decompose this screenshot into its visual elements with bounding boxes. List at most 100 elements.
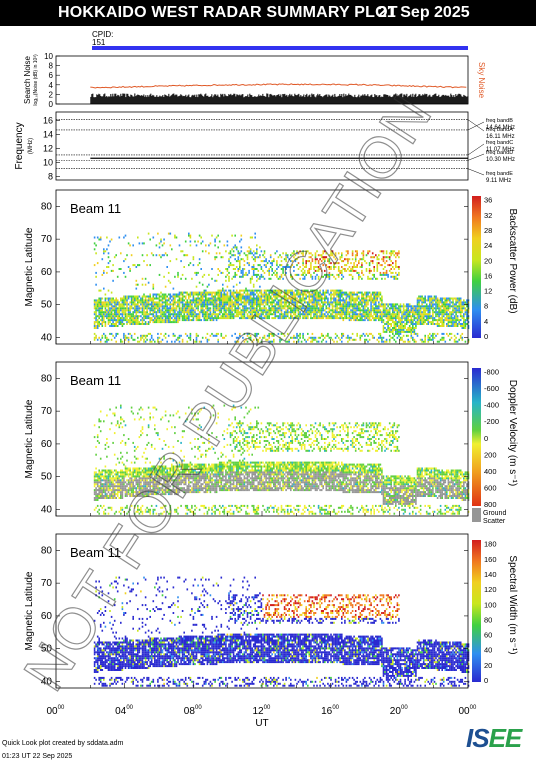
- scatter-cell: [311, 260, 314, 263]
- scatter-cell: [333, 295, 335, 298]
- scatter-cell: [201, 299, 204, 302]
- scatter-cell: [95, 483, 97, 486]
- scatter-cell: [282, 252, 284, 255]
- scatter-cell: [96, 299, 99, 302]
- scatter-cell: [398, 305, 400, 308]
- scatter-cell: [169, 281, 172, 284]
- scatter-cell: [243, 301, 246, 304]
- noise-bar: [467, 96, 469, 104]
- scatter-cell: [356, 309, 358, 312]
- scatter-cell: [368, 332, 371, 335]
- scatter-cell: [452, 319, 454, 322]
- noise-bar: [110, 93, 112, 104]
- scatter-cell: [129, 268, 131, 270]
- scatter-cell: [382, 250, 385, 253]
- noise-bar: [354, 94, 356, 104]
- scatter-cell: [439, 321, 442, 324]
- scatter-cell: [376, 277, 379, 280]
- scatter-cell: [358, 275, 360, 278]
- scatter-cell: [316, 293, 318, 296]
- scatter-cell: [341, 293, 343, 296]
- scatter-cell: [303, 307, 306, 310]
- scatter-cell: [444, 303, 447, 306]
- scatter-cell: [441, 338, 443, 341]
- scatter-cell: [107, 309, 110, 312]
- scatter-cell: [328, 293, 331, 296]
- scatter-cell: [245, 311, 247, 314]
- scatter-cell: [347, 303, 349, 306]
- scatter-cell: [324, 273, 326, 276]
- scatter-cell: [376, 317, 379, 320]
- scatter-cell: [138, 305, 141, 308]
- scatter-cell: [337, 299, 340, 302]
- scatter-cell: [452, 309, 454, 312]
- scatter-cell: [277, 256, 280, 259]
- scatter-cell: [421, 295, 423, 298]
- scatter-cell: [133, 311, 136, 314]
- scatter-cell: [200, 236, 202, 239]
- scatter-cell: [370, 269, 372, 272]
- scatter-cell: [166, 340, 168, 343]
- scatter-cell: [324, 260, 326, 263]
- scatter-cell: [235, 309, 238, 312]
- scatter-cell: [112, 315, 114, 318]
- scatter-cell: [290, 275, 292, 278]
- scatter-cell: [276, 289, 278, 292]
- scatter-cell: [425, 315, 428, 318]
- scatter-cell: [438, 323, 440, 325]
- scatter-cell: [331, 297, 334, 300]
- scatter-cell: [353, 307, 355, 310]
- scatter-cell: [370, 309, 372, 312]
- noise-bar: [207, 95, 209, 104]
- scatter-cell: [362, 299, 365, 302]
- scatter-cell: [322, 338, 324, 341]
- scatter-cell: [257, 297, 260, 300]
- scatter-cell: [96, 305, 99, 308]
- scatter-cell: [232, 291, 235, 294]
- scatter-cell: [93, 327, 96, 329]
- scatter-cell: [399, 332, 402, 335]
- scatter-cell: [164, 336, 167, 339]
- scatter-cell: [293, 301, 295, 304]
- scatter-cell: [334, 266, 337, 268]
- scatter-cell: [120, 307, 122, 310]
- scatter-cell: [373, 301, 375, 304]
- scatter-cell: [268, 334, 270, 337]
- scatter-cell: [302, 315, 304, 318]
- scatter-cell: [404, 317, 406, 320]
- scatter-cell: [146, 315, 148, 318]
- scatter-cell: [143, 338, 145, 341]
- noise-bar: [182, 96, 184, 104]
- scatter-cell: [205, 297, 207, 300]
- scatter-cell: [464, 327, 467, 329]
- scatter-cell: [424, 295, 426, 298]
- scatter-cell: [242, 311, 244, 314]
- scatter-cell: [342, 307, 345, 310]
- scatter-cell: [232, 264, 235, 267]
- scatter-cell: [313, 289, 315, 292]
- scatter-cell: [96, 475, 99, 478]
- scatter-cell: [222, 289, 224, 292]
- scatter-cell: [419, 297, 422, 300]
- scatter-cell: [212, 305, 215, 308]
- scatter-cell: [327, 266, 329, 268]
- scatter-cell: [99, 313, 102, 316]
- scatter-cell: [396, 252, 399, 255]
- scatter-cell: [269, 301, 272, 304]
- scatter-cell: [268, 273, 270, 276]
- sky-noise-label: Sky Noise: [477, 62, 486, 99]
- scatter-cell: [198, 311, 201, 314]
- scatter-cell: [118, 307, 121, 310]
- scatter-cell: [291, 309, 294, 312]
- scatter-cell: [293, 317, 295, 320]
- scatter-cell: [163, 293, 165, 296]
- scatter-cell: [334, 258, 337, 261]
- scatter-cell: [232, 313, 235, 316]
- noise-bar: [332, 94, 334, 104]
- scatter-cell: [333, 256, 335, 259]
- scatter-cell: [197, 303, 199, 306]
- scatter-cell: [138, 242, 141, 245]
- scatter-cell: [347, 293, 349, 296]
- scatter-cell: [282, 266, 284, 268]
- scatter-cell: [288, 297, 290, 300]
